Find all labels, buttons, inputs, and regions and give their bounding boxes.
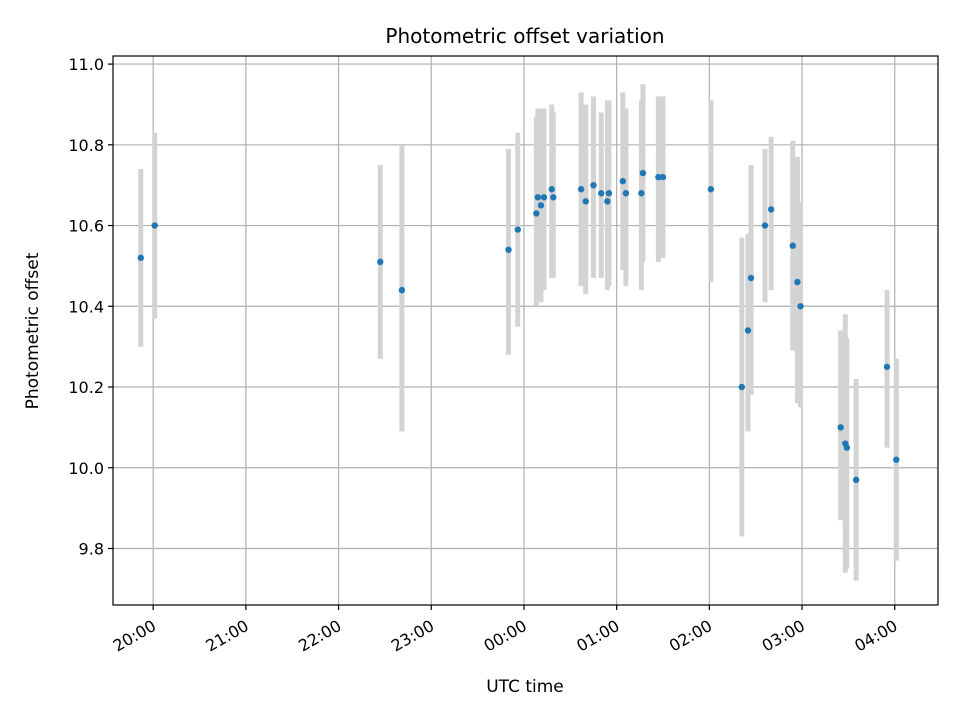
data-point [137, 254, 145, 262]
data-point [843, 444, 851, 451]
data-point [767, 206, 775, 213]
y-tick-label: 10.2 [68, 378, 104, 397]
data-point [151, 222, 158, 229]
data-point [514, 226, 521, 233]
y-axis: 9.8 10.0 10.2 10.4 10.6 10.8 11.0 [68, 55, 113, 558]
data-point [577, 186, 585, 193]
data-point [533, 210, 540, 217]
data-point [534, 194, 542, 201]
y-axis-label: Photometric offset [23, 252, 43, 409]
y-tick-label: 10.6 [68, 217, 104, 236]
y-tick-label: 10.0 [68, 459, 104, 478]
data-point [590, 181, 597, 189]
plot-area [112, 55, 939, 606]
data-point [622, 190, 630, 197]
data-point [789, 242, 796, 249]
y-tick-label: 11.0 [68, 55, 104, 74]
data-point [707, 186, 715, 193]
data-point [505, 246, 512, 253]
y-tick-label: 10.4 [68, 297, 104, 316]
plot-frame [112, 55, 939, 606]
data-point [659, 173, 667, 181]
data-point [377, 258, 384, 266]
data-points [137, 169, 900, 484]
data-point [893, 456, 900, 463]
data-point [655, 173, 662, 181]
data-point [744, 327, 752, 334]
data-point [837, 424, 844, 431]
y-tick-label: 10.8 [68, 136, 104, 155]
data-point [738, 383, 745, 391]
data-point [548, 186, 555, 193]
data-point [537, 202, 545, 209]
data-point [883, 363, 891, 371]
data-point [747, 274, 755, 282]
data-point [540, 194, 548, 201]
x-axis-label: UTC time [486, 677, 564, 697]
data-point [398, 286, 406, 294]
data-point [639, 169, 647, 177]
chart-title: Photometric offset variation [385, 24, 664, 48]
data-point [619, 177, 627, 185]
data-point [797, 303, 804, 310]
data-point [638, 190, 645, 197]
data-point [761, 222, 769, 229]
data-point [604, 198, 611, 205]
data-point [852, 476, 860, 484]
data-point [582, 198, 589, 205]
data-point [605, 190, 613, 197]
y-tick-label: 9.8 [79, 539, 104, 558]
data-point [550, 194, 557, 201]
data-point [794, 278, 801, 286]
data-point [598, 190, 605, 197]
